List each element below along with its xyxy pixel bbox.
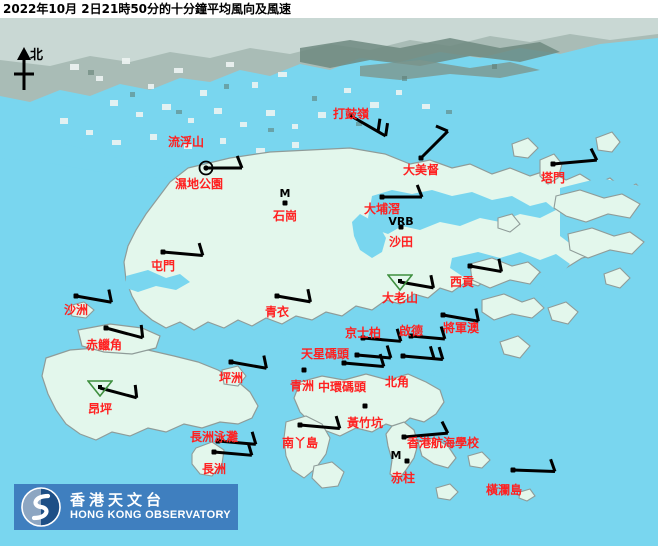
logo-text-block: 香港天文台 HONG KONG OBSERVATORY	[70, 492, 231, 522]
title-bar: 2022年10月 2日21時50分的十分鐘平均風向及風速	[0, 0, 658, 18]
station-marker-dot	[274, 293, 280, 299]
station-marker-dot	[360, 335, 366, 341]
mainland-landmass	[0, 18, 658, 153]
station-label: 北角	[384, 375, 410, 389]
station-marker-dot	[401, 434, 407, 440]
page-title: 2022年10月 2日21時50分的十分鐘平均風向及風速	[3, 2, 292, 16]
station-label: 大老山	[381, 291, 419, 305]
station-marker-dot	[348, 113, 354, 119]
station-label: 南丫島	[281, 436, 319, 450]
station-label: 將軍澳	[442, 321, 480, 335]
station-label: 打鼓嶺	[332, 107, 370, 121]
station-label: 赤鱲角	[85, 338, 123, 352]
station-label: 沙田	[388, 235, 414, 249]
station-marker-dot	[160, 249, 166, 255]
station-marker-dot	[215, 438, 221, 444]
station-label: 香港航海學校	[406, 436, 480, 450]
station-marker-dot	[354, 352, 360, 358]
north-label: 北	[30, 48, 44, 63]
map-canvas[interactable]: 北 打鼓嶺流浮山濕地公園 M 石崗 大美督大埔滘 VRB 沙田 塔門屯門沙洲赤鱲角 青衣 大老山…	[0, 18, 658, 546]
north-arrow-icon	[14, 47, 34, 90]
station-label: 大埔滘	[363, 202, 401, 216]
logo-name-en: HONG KONG OBSERVATORY	[70, 509, 231, 521]
station-label: 石崗	[272, 209, 298, 223]
station-label: 橫瀾島	[485, 483, 523, 497]
station-label: 沙洲	[63, 303, 89, 317]
station-marker-dot	[440, 312, 446, 318]
station-marker-dot	[404, 458, 410, 464]
station-label: 青洲	[289, 379, 315, 393]
lantau-island	[41, 347, 259, 441]
station-marker-dot	[228, 359, 234, 365]
station-marker-dot	[73, 293, 79, 299]
station-marker-dot	[550, 161, 556, 167]
station-label: 坪洲	[218, 371, 244, 385]
station-marker-target	[198, 160, 214, 176]
station-label: 西貢	[449, 275, 475, 289]
station-marker-dot	[379, 194, 385, 200]
station-label: 赤柱	[390, 471, 416, 485]
ne-peninsulas	[553, 189, 645, 259]
station-annotation: M	[390, 449, 402, 462]
station-label: 中環碼頭	[317, 380, 367, 394]
station-marker-triangle	[87, 380, 113, 397]
station-label: 長洲泳灘	[189, 430, 239, 444]
hko-logo: 香港天文台 HONG KONG OBSERVATORY	[14, 484, 238, 530]
station-label: 黃竹坑	[346, 416, 384, 430]
station-label: 塔門	[540, 171, 566, 185]
station-annotation: VRB	[388, 215, 414, 228]
station-marker-dot	[510, 467, 516, 473]
station-label: 青衣	[264, 305, 290, 319]
map-geography	[0, 18, 658, 546]
station-marker-dot	[398, 224, 404, 230]
station-label: 昂坪	[87, 402, 113, 416]
station-label: 濕地公園	[174, 177, 224, 191]
station-marker-dot	[297, 422, 303, 428]
station-annotation: M	[279, 187, 291, 200]
station-marker-dot	[408, 333, 414, 339]
station-marker-dot	[418, 155, 424, 161]
station-marker-dot	[467, 263, 473, 269]
station-label: 京士柏	[344, 326, 382, 340]
station-marker-dot	[400, 353, 406, 359]
station-label: 大美督	[402, 163, 440, 177]
station-marker-dot	[282, 200, 288, 206]
station-marker-dot	[103, 325, 109, 331]
station-label: 屯門	[150, 259, 176, 273]
station-label: 長洲	[201, 462, 227, 476]
station-marker-dot	[362, 403, 368, 409]
logo-name-cn: 香港天文台	[70, 491, 166, 509]
station-marker-dot	[341, 360, 347, 366]
station-label: 流浮山	[167, 135, 205, 149]
observatory-emblem-icon	[21, 487, 61, 527]
station-marker-dot	[301, 367, 307, 373]
station-label: 天星碼頭	[300, 347, 350, 361]
station-marker-dot	[211, 449, 217, 455]
station-marker-triangle	[387, 274, 413, 291]
station-label: 啟德	[398, 324, 424, 338]
